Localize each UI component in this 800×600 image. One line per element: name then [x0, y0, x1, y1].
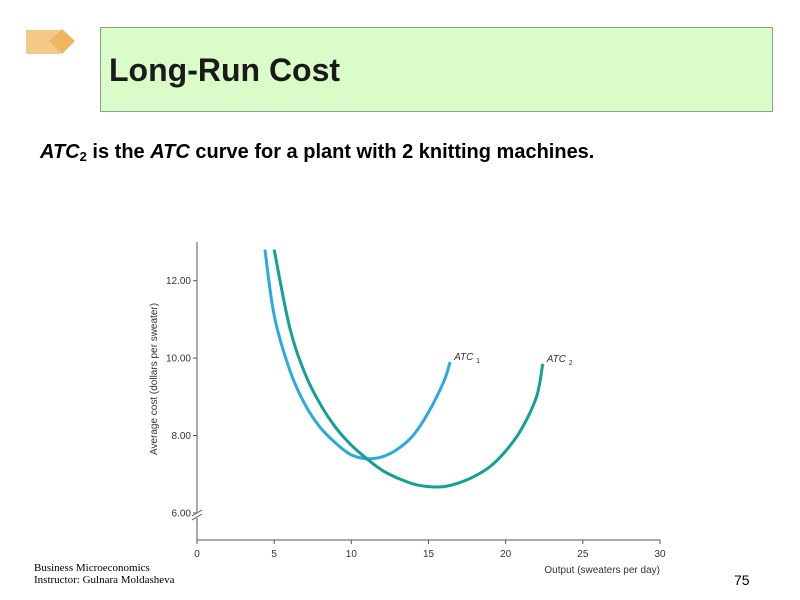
- y-tick-label: 10.00: [166, 354, 191, 365]
- y-tick-label: 6.00: [172, 508, 192, 519]
- y-axis-label: Average cost (dollars per sweater): [149, 303, 160, 455]
- slide-title: Long-Run Cost: [109, 52, 341, 88]
- x-tick-label: 20: [500, 549, 512, 560]
- axis-break-mark: [191, 513, 203, 521]
- x-tick-label: 30: [654, 549, 666, 560]
- axis-break-gap: [191, 512, 203, 518]
- slide-subtitle: ATC2 is the ATC curve for a plant with 2…: [40, 141, 594, 164]
- atc-1-curve: [263, 249, 452, 461]
- diamond-logo-icon: [26, 29, 75, 54]
- footer-course: Business Microeconomics: [34, 562, 150, 574]
- atc-1-label: ATC: [453, 352, 474, 363]
- subtitle-text-2: curve for a plant with 2 knitting machin…: [189, 141, 595, 163]
- atc-2-curve: [272, 249, 545, 489]
- atc-1-label-subscript: 1: [476, 358, 480, 365]
- title-box: Long-Run Cost: [100, 27, 773, 112]
- x-axis-label: Output (sweaters per day): [544, 565, 660, 576]
- subtitle-atc-subscript: 2: [79, 149, 87, 164]
- x-tick-label: 5: [271, 549, 277, 560]
- page-number: 75: [734, 572, 750, 588]
- subtitle-atc-term-2: ATC: [150, 141, 190, 163]
- subtitle-text-1: is the: [86, 141, 151, 163]
- x-tick-label: 25: [577, 549, 589, 560]
- atc-2-label-subscript: 2: [569, 360, 573, 367]
- logo-diamond: [49, 29, 75, 54]
- y-tick-label: 8.00: [172, 431, 192, 442]
- atc-chart: 0 5 10 15 20 25 30 6.00 8.00 10.00 12.00 Output (sw…: [149, 242, 666, 576]
- x-tick-label: 15: [423, 549, 435, 560]
- y-tick-label: 12.00: [166, 276, 191, 287]
- atc-2-label: ATC: [546, 354, 567, 365]
- x-tick-label: 0: [194, 549, 200, 560]
- footer-instructor: Instructor: Gulnara Moldasheva: [34, 574, 175, 586]
- x-tick-label: 10: [346, 549, 358, 560]
- footer: Business Microeconomics Instructor: Guln…: [34, 562, 175, 586]
- subtitle-atc-term: ATC: [40, 141, 80, 163]
